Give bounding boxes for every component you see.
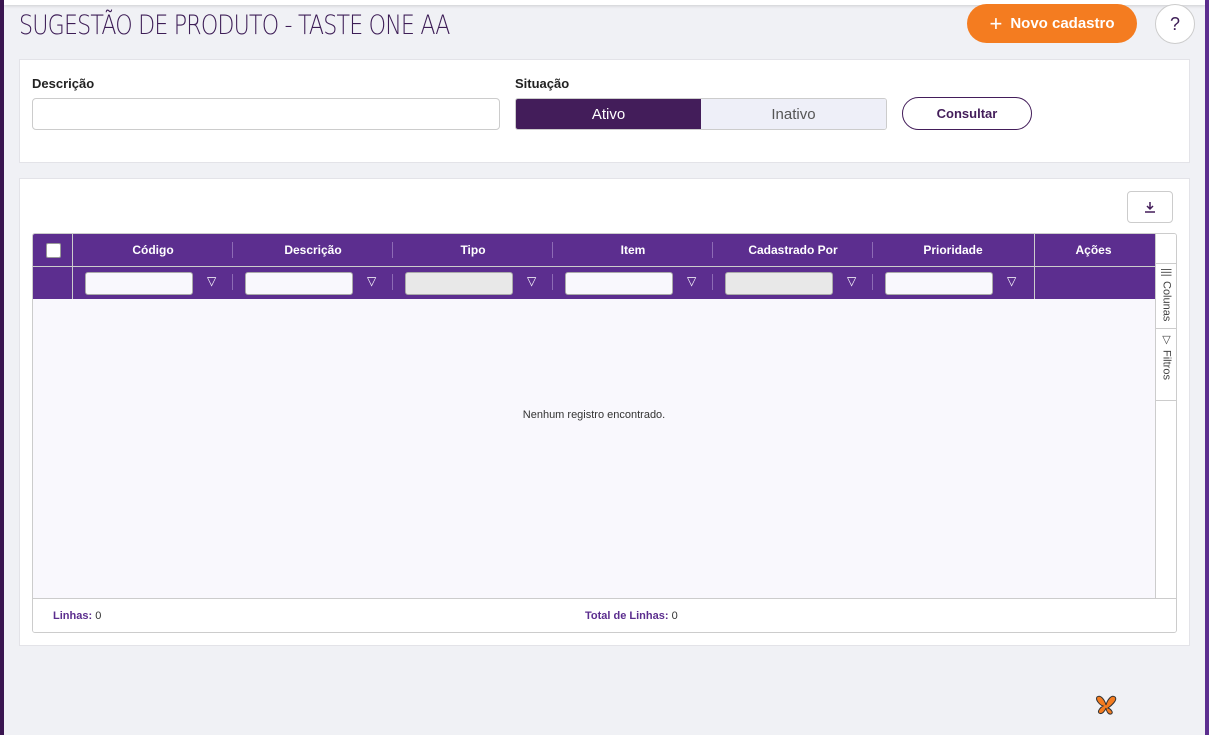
filters-tab-label: Filtros bbox=[1160, 350, 1173, 380]
column-header[interactable]: Tipo bbox=[460, 243, 486, 257]
filters-tab[interactable]: ▽ Filtros bbox=[1156, 329, 1176, 401]
filter-icon[interactable]: ▽ bbox=[207, 274, 217, 288]
filter-icon[interactable]: ▽ bbox=[1007, 274, 1017, 288]
rows-count: Linhas: 0 bbox=[53, 610, 102, 622]
left-border bbox=[0, 0, 4, 735]
columns-tab[interactable]: ||| Colunas bbox=[1156, 264, 1176, 329]
select-all-checkbox[interactable] bbox=[46, 243, 61, 258]
data-grid: Código ▽ Descrição ▽ Tipo ▽ Item ▽ Cadastrado Po… bbox=[32, 233, 1177, 633]
descricao-input[interactable] bbox=[32, 98, 500, 130]
side-panel: ||| Colunas ▽ Filtros bbox=[1155, 234, 1176, 598]
logo-mark-icon bbox=[1096, 695, 1117, 715]
download-icon bbox=[1145, 202, 1155, 213]
page-title: SUGESTÃO DE PRODUTO - TASTE ONE AA bbox=[19, 10, 450, 41]
column-header[interactable]: Descrição bbox=[284, 243, 342, 257]
degust-logo bbox=[1094, 693, 1124, 715]
column-header[interactable]: Código bbox=[132, 243, 174, 257]
column-filter-input[interactable] bbox=[245, 272, 353, 295]
columns-icon: ||| bbox=[1160, 268, 1173, 277]
column-filter-input[interactable] bbox=[85, 272, 193, 295]
column-header[interactable]: Cadastrado Por bbox=[748, 243, 838, 257]
filter-icon: ▽ bbox=[1160, 333, 1172, 346]
grid-header: Código ▽ Descrição ▽ Tipo ▽ Item ▽ Cadastrado Po… bbox=[33, 234, 1155, 299]
columns-tab-label: Colunas bbox=[1160, 280, 1173, 321]
situacao-label: Situação bbox=[515, 76, 570, 91]
filter-icon[interactable]: ▽ bbox=[847, 274, 857, 288]
right-border bbox=[1205, 0, 1209, 735]
column-header[interactable]: Item bbox=[620, 243, 646, 257]
column-filter-input[interactable] bbox=[565, 272, 673, 295]
column-filter-input[interactable] bbox=[725, 272, 833, 295]
situacao-inativo[interactable]: Inativo bbox=[701, 99, 886, 129]
consultar-button[interactable]: Consultar bbox=[902, 97, 1032, 130]
descricao-label: Descrição bbox=[32, 76, 95, 91]
plus-icon: + bbox=[989, 10, 1003, 36]
top-bar bbox=[4, 0, 1205, 5]
filter-icon[interactable]: ▽ bbox=[527, 274, 537, 288]
export-button[interactable] bbox=[1127, 191, 1173, 223]
new-record-button[interactable]: + Novo cadastro bbox=[967, 4, 1137, 43]
column-filter-input[interactable] bbox=[405, 272, 513, 295]
empty-message: Nenhum registro encontrado. bbox=[522, 409, 666, 421]
new-record-label: Novo cadastro bbox=[1010, 15, 1115, 32]
column-filter-input[interactable] bbox=[885, 272, 993, 295]
column-header[interactable]: Prioridade bbox=[923, 243, 983, 257]
filter-icon[interactable]: ▽ bbox=[687, 274, 697, 288]
filter-icon[interactable]: ▽ bbox=[367, 274, 377, 288]
side-spacer bbox=[1156, 234, 1176, 264]
column-header[interactable]: Ações bbox=[1075, 243, 1112, 257]
help-button[interactable]: ? bbox=[1155, 4, 1195, 44]
situacao-toggle: Ativo Inativo bbox=[515, 98, 887, 130]
situacao-ativo[interactable]: Ativo bbox=[516, 99, 701, 129]
grid-footer: Linhas: 0 Total de Linhas: 0 bbox=[33, 598, 1176, 632]
total-rows: Total de Linhas: 0 bbox=[585, 610, 678, 622]
